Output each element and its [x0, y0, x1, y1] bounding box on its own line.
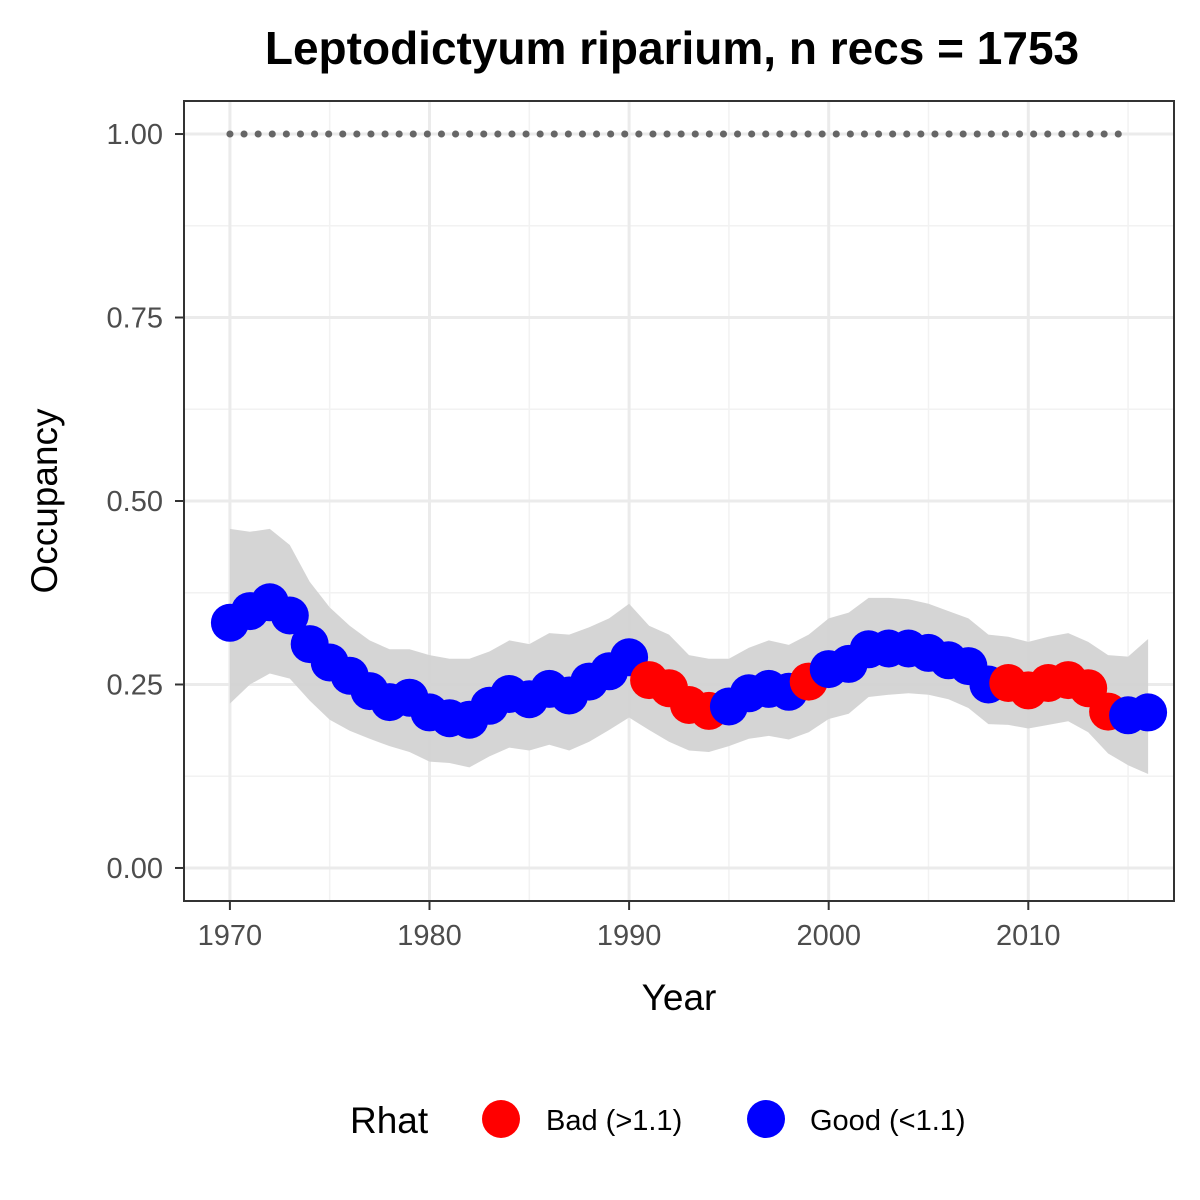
x-axis-title: Year [642, 977, 717, 1018]
legend-label-bad: Bad (>1.1) [546, 1105, 682, 1137]
x-tick-label: 2000 [796, 920, 861, 952]
y-tick-label: 0.25 [107, 669, 163, 701]
legend-title: Rhat [350, 1100, 429, 1141]
x-tick-label: 1970 [198, 920, 263, 952]
legend-label-good: Good (<1.1) [810, 1105, 966, 1137]
legend-key-bad [482, 1100, 520, 1138]
y-tick-label: 0.00 [107, 853, 163, 885]
legend-key-good [747, 1100, 785, 1138]
axis-ticks-layer: 1970 1980 1990 2000 2010 0.00 0.25 0.50 0.75 1.00 [107, 119, 1061, 952]
data-points-layer [210, 583, 1168, 739]
x-tick-label: 2010 [996, 920, 1061, 952]
y-tick-label: 0.50 [107, 486, 163, 518]
grid-lines [184, 101, 1174, 901]
x-tick-label: 1980 [397, 920, 462, 952]
data-point [270, 596, 309, 635]
y-tick-label: 1.00 [107, 119, 163, 151]
data-point [1129, 693, 1168, 732]
x-tick-label: 1990 [597, 920, 662, 952]
y-tick-label: 0.75 [107, 303, 163, 335]
y-axis-title: Occupancy [24, 408, 65, 594]
legend: Rhat Bad (>1.1) Good (<1.1) [350, 1100, 966, 1141]
chart-title: Leptodictyum riparium, n recs = 1753 [265, 22, 1079, 74]
